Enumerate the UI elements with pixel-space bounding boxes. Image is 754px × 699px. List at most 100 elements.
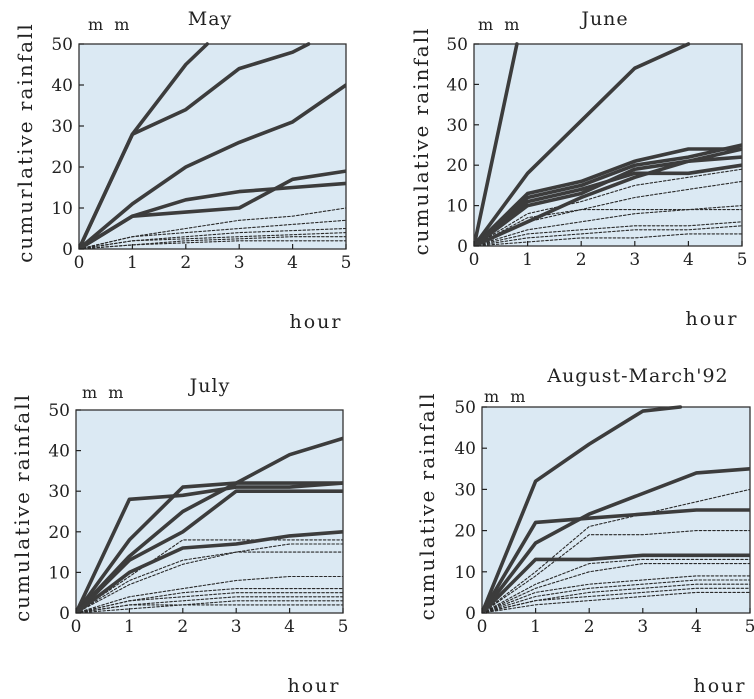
x-tick-label: 5 (341, 253, 352, 273)
dotted-series-line-5 (482, 530, 750, 613)
series-group (79, 42, 346, 249)
dotted-series-line-10 (76, 592, 343, 613)
solid-series-line-3 (482, 553, 750, 613)
solid-series-line-1 (482, 466, 750, 613)
dotted-series-line-12 (482, 591, 750, 613)
x-tick-label: 4 (683, 250, 694, 270)
y-tick-label: 30 (454, 480, 476, 500)
x-tick-label: 1 (530, 617, 541, 637)
y-tick-label: 20 (51, 158, 73, 178)
series-group (76, 436, 343, 613)
x-tick-label: 3 (234, 253, 245, 273)
y-tick-label: 0 (457, 237, 468, 257)
dotted-series-line-6 (79, 219, 346, 249)
panel-title: June (579, 8, 628, 30)
dotted-series-line-13 (76, 604, 343, 613)
dotted-series-line-6 (482, 558, 750, 613)
x-tick-label: 2 (576, 250, 587, 270)
solid-series-line-1 (474, 42, 691, 246)
x-tick-label: 4 (287, 253, 298, 273)
solid-series-line-0 (474, 42, 519, 246)
x-tick-label: 0 (74, 253, 85, 273)
dotted-series-line-12 (474, 225, 742, 246)
x-tick-label: 1 (127, 253, 138, 273)
solid-series-line-4 (79, 169, 346, 249)
y-tick-label: 50 (446, 35, 468, 55)
x-tick-label: 2 (584, 617, 595, 637)
panel-title: July (188, 375, 231, 397)
y-tick-label: 30 (446, 116, 468, 136)
dotted-series-line-11 (482, 587, 750, 613)
dotted-series-line-8 (482, 575, 750, 613)
y-tick-label: 10 (48, 563, 70, 583)
y-unit-label: m m (478, 15, 522, 34)
y-axis-label: cumulative rainfall (10, 393, 34, 622)
solid-series-line-6 (474, 147, 742, 246)
y-tick-label: 20 (446, 156, 468, 176)
dotted-series-line-12 (76, 600, 343, 613)
dotted-series-line-6 (76, 543, 343, 613)
x-axis-label: hour (288, 675, 341, 697)
y-tick-label: 0 (59, 604, 70, 624)
y-tick-label: 20 (454, 522, 476, 542)
y-tick-label: 40 (446, 75, 468, 95)
panel-title: August-March'92 (546, 365, 728, 387)
solid-series-line-2 (482, 508, 750, 613)
dotted-series-line-10 (79, 240, 346, 249)
dotted-series-line-10 (474, 205, 742, 246)
x-tick-label: 3 (231, 617, 242, 637)
x-tick-label: 2 (177, 617, 188, 637)
y-tick-label: 50 (48, 401, 70, 421)
x-axis-label: hour (686, 308, 739, 330)
y-axis-label: cumurlative rainfall (13, 22, 37, 263)
x-tick-label: 5 (737, 250, 748, 270)
solid-series-line-3 (76, 489, 343, 613)
x-tick-label: 4 (691, 617, 702, 637)
plot-area (473, 43, 743, 247)
solid-series-line-2 (76, 436, 343, 613)
y-tick-label: 10 (446, 197, 468, 217)
dotted-series-line-8 (76, 575, 343, 613)
y-tick-label: 0 (465, 604, 476, 624)
dotted-series-line-13 (474, 233, 742, 246)
dotted-series-line-7 (474, 168, 742, 246)
solid-series-line-2 (474, 147, 742, 246)
dotted-series-line-9 (474, 209, 742, 246)
solid-series-line-4 (76, 529, 343, 613)
plot-area (78, 43, 347, 250)
solid-series-line-3 (474, 143, 742, 246)
y-tick-label: 50 (454, 398, 476, 418)
x-tick-label: 3 (629, 250, 640, 270)
y-axis-label: cumulative rainfall (409, 26, 433, 255)
x-tick-label: 0 (477, 617, 488, 637)
dotted-series-line-11 (474, 221, 742, 246)
dotted-series-line-4 (482, 488, 750, 613)
x-tick-label: 3 (637, 617, 648, 637)
y-tick-label: 10 (454, 563, 476, 583)
y-tick-label: 40 (454, 439, 476, 459)
x-tick-label: 4 (284, 617, 295, 637)
x-tick-label: 1 (522, 250, 533, 270)
panel-title: May (188, 8, 233, 30)
dotted-series-line-5 (76, 539, 343, 613)
y-tick-label: 30 (48, 482, 70, 502)
x-axis-label: hour (290, 311, 343, 333)
x-tick-label: 1 (124, 617, 135, 637)
solid-series-line-1 (76, 481, 343, 613)
y-unit-label: m m (88, 15, 132, 34)
y-tick-label: 10 (51, 199, 73, 219)
y-unit-label: m m (82, 383, 126, 402)
x-axis-label: hour (694, 675, 747, 697)
x-tick-label: 2 (180, 253, 191, 273)
solid-series-line-0 (482, 405, 683, 613)
series-group (482, 405, 750, 613)
dotted-series-line-9 (482, 579, 750, 613)
y-tick-label: 40 (51, 76, 73, 96)
x-tick-label: 5 (745, 617, 754, 637)
y-tick-label: 40 (48, 442, 70, 462)
solid-series-line-0 (76, 481, 343, 613)
x-tick-label: 0 (71, 617, 82, 637)
